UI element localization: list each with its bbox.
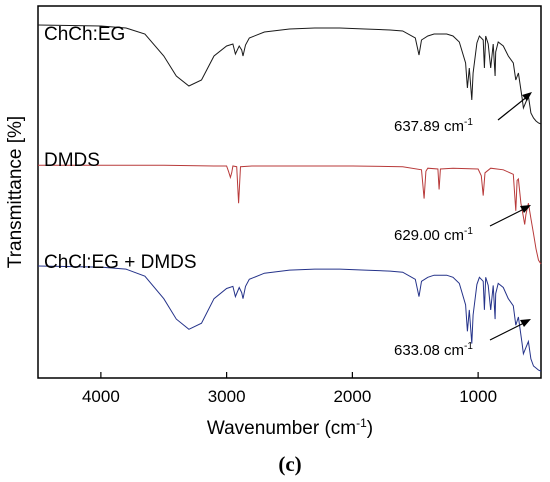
x-axis-title: Wavenumber (cm-1) [207, 416, 373, 439]
annotation-value-chcl-eg-dmds: 633.08 cm [394, 342, 464, 359]
panel-label: (c) [278, 452, 301, 476]
arrowhead-icon [520, 205, 531, 213]
plot-frame [37, 5, 542, 379]
x-tick-label: 4000 [82, 387, 120, 406]
annotation-chcl-eg-dmds: 633.08 cm-1 [394, 319, 531, 359]
x-axis-ticks: 4000 3000 2000 1000 [82, 372, 497, 406]
x-axis-title-sup: -1 [356, 416, 367, 430]
x-tick-label: 2000 [333, 387, 371, 406]
arrowhead-icon [522, 92, 532, 101]
x-axis-title-main: Wavenumber (cm [207, 418, 356, 439]
annotation-text-chch-eg: 637.89 cm-1 [394, 117, 473, 135]
x-axis-title-end: ) [367, 418, 373, 439]
arrowhead-icon [520, 319, 531, 327]
annotation-sup-dmds: -1 [464, 226, 473, 237]
y-axis-title: Transmittance [%] [5, 116, 26, 268]
series-label-chch-eg: ChCh:EG [44, 24, 125, 45]
annotation-chch-eg: 637.89 cm-1 [394, 92, 532, 135]
series-label-dmds: DMDS [44, 150, 100, 171]
x-tick-label: 1000 [459, 387, 497, 406]
annotation-sup-chcl-eg-dmds: -1 [464, 341, 473, 352]
series-lines [37, 24, 542, 372]
annotation-dmds: 629.00 cm-1 [394, 205, 531, 244]
annotation-arrow-dmds [489, 207, 527, 227]
series-line-dmds [38, 164, 542, 265]
annotation-sup-chch-eg: -1 [464, 117, 473, 128]
annotation-text-chcl-eg-dmds: 633.08 cm-1 [394, 341, 473, 359]
annotation-arrow-chcl-eg-dmds [489, 321, 527, 341]
x-tick-label: 3000 [208, 387, 246, 406]
annotation-value-chch-eg: 637.89 cm [394, 118, 464, 135]
series-line-chch-eg [37, 24, 542, 125]
series-line-chcl-eg-dmds [37, 265, 542, 372]
annotation-arrow-chch-eg [497, 95, 529, 121]
series-label-chcl-eg-dmds: ChCl:EG + DMDS [44, 252, 197, 273]
annotation-value-dmds: 629.00 cm [394, 227, 464, 244]
annotation-text-dmds: 629.00 cm-1 [394, 226, 473, 244]
